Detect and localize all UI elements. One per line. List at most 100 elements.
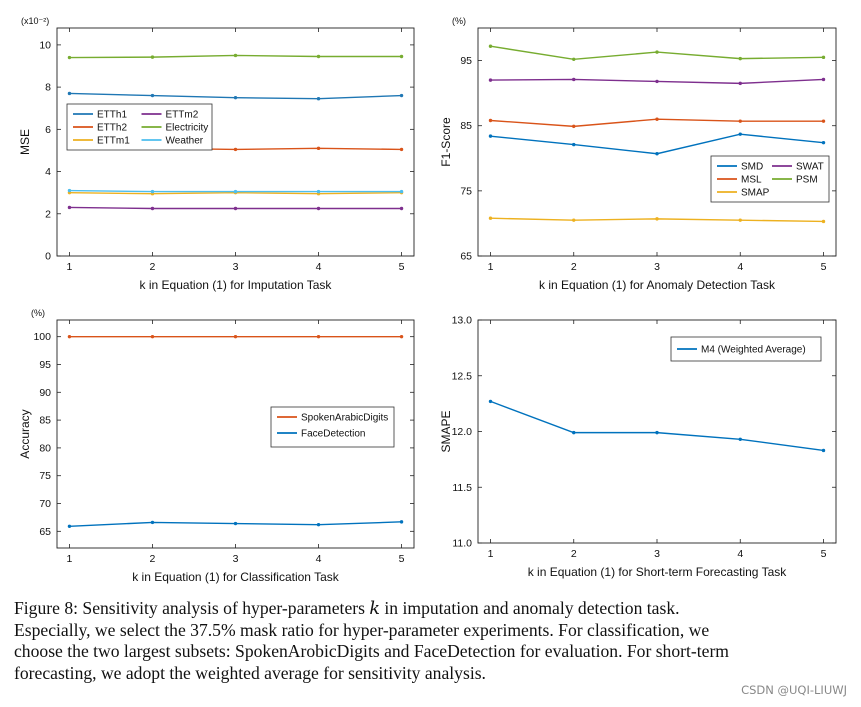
legend: M4 (Weighted Average) (670, 336, 822, 362)
legend-label-PSM: PSM (796, 175, 818, 186)
data-point-SWAT (821, 77, 826, 82)
x-tick-label: 1 (67, 261, 73, 273)
data-point-SMAP (655, 217, 659, 221)
data-point-FaceDetection (150, 520, 155, 525)
plot-frame (477, 27, 837, 257)
y-axis-label: MSE (18, 129, 32, 155)
legend-label-Electricity: Electricity (166, 123, 209, 134)
legend-label-SpokenArabicDigits: SpokenArabicDigits (301, 413, 388, 424)
x-tick-label: 3 (233, 261, 239, 273)
figure-charts: 1 2 3 4 5 0 2 4 6 8 10 (x10⁻²) k in Equation (1) for… (18, 16, 837, 584)
data-point-ETTh1 (399, 93, 404, 98)
data-point-ETTm2 (150, 206, 155, 211)
y-tick-label: 100 (33, 331, 51, 343)
chart-forecasting: 1 2 3 4 5 11.0 11.5 12.0 12.5 13.0 k in Equation (… (439, 315, 837, 579)
series-line-M4 (Weighted Average) (490, 400, 824, 452)
y-tick-label: 2 (45, 208, 51, 220)
data-point-M4 (Weighted Average) (821, 448, 826, 453)
y-tick-label: 8 (45, 82, 51, 94)
data-point-PSM (655, 50, 659, 54)
x-tick-label: 4 (737, 261, 743, 273)
legend: SpokenArabicDigits FaceDetection (270, 406, 395, 448)
data-point-SpokenArabicDigits (67, 334, 72, 339)
data-point-ETTh1 (233, 95, 238, 100)
y-tick-label: 70 (39, 498, 51, 510)
y-tick-label: 85 (39, 415, 51, 427)
data-point-SMAP (821, 219, 826, 224)
data-point-ETTh2 (233, 147, 238, 152)
x-tick-label: 4 (316, 261, 322, 273)
data-point-FaceDetection (233, 521, 238, 526)
y-tick-label: 75 (460, 185, 472, 197)
data-point-MSL (821, 119, 826, 123)
x-tick-label: 2 (150, 261, 156, 273)
y-tick-label: 65 (460, 251, 472, 263)
data-point-Electricity (399, 54, 404, 59)
y-tick-label: 80 (39, 442, 51, 454)
data-point-Electricity (316, 54, 321, 59)
data-point-SWAT (488, 78, 493, 82)
data-point-M4 (Weighted Average) (572, 430, 576, 435)
data-point-SpokenArabicDigits (150, 334, 155, 339)
legend-label-Weather: Weather (166, 136, 204, 147)
data-point-Weather (150, 189, 155, 194)
data-point-SMAP (572, 218, 576, 222)
y-tick-label: 95 (39, 359, 51, 371)
data-point-PSM (738, 56, 742, 61)
y-tick-label: 0 (45, 251, 51, 263)
data-point-FaceDetection (399, 520, 404, 524)
y-tick-label: 10 (39, 39, 51, 51)
x-tick-label: 1 (67, 553, 73, 565)
data-point-PSM (488, 44, 493, 48)
y-axis-label: F1-Score (439, 117, 453, 167)
x-tick-label: 5 (399, 261, 405, 273)
data-point-SpokenArabicDigits (399, 334, 404, 339)
legend-box (66, 103, 213, 151)
legend-label-SMAP: SMAP (741, 188, 770, 199)
y-unit-label: (%) (452, 16, 466, 26)
y-tick-label: 75 (39, 470, 51, 482)
y-tick-label: 6 (45, 124, 51, 136)
data-point-ETTm2 (316, 206, 321, 211)
data-point-MSL (738, 119, 742, 123)
data-point-MSL (655, 117, 659, 121)
y-tick-label: 11.5 (452, 482, 472, 494)
legend-label-ETTm2: ETTm2 (166, 110, 199, 121)
data-point-Weather (233, 189, 238, 194)
x-tick-label: 3 (654, 261, 660, 273)
x-tick-label: 4 (737, 548, 743, 560)
y-tick-label: 12.0 (452, 426, 473, 438)
data-point-M4 (Weighted Average) (655, 430, 659, 435)
data-point-ETTm2 (233, 206, 238, 211)
data-point-SMD (655, 152, 659, 156)
legend-label-M4 (Weighted Average): M4 (Weighted Average) (701, 345, 806, 356)
data-point-Electricity (233, 53, 238, 58)
data-point-ETTh1 (150, 93, 155, 98)
data-point-SWAT (655, 79, 659, 84)
data-point-M4 (Weighted Average) (488, 399, 493, 404)
x-tick-label: 5 (821, 548, 827, 560)
figure-caption: Figure 8: Sensitivity analysis of hyper-… (14, 598, 850, 684)
y-tick-label: 85 (460, 120, 472, 132)
legend: SMD SWAT MSL PSM SMAP (710, 155, 830, 203)
x-tick-label: 2 (150, 553, 156, 565)
legend-label-MSL: MSL (741, 175, 762, 186)
data-point-SMD (821, 140, 826, 145)
data-point-MSL (572, 124, 576, 129)
chart-anomaly: 1 2 3 4 5 65 75 85 95 (%) k in Equation (1) for An… (439, 16, 837, 292)
data-point-ETTh2 (399, 147, 404, 152)
x-tick-label: 3 (654, 548, 660, 560)
caption-line-4: forecasting, we adopt the weighted avera… (14, 662, 486, 683)
x-tick-label: 3 (233, 553, 239, 565)
legend-label-FaceDetection: FaceDetection (301, 429, 365, 440)
x-tick-label: 2 (571, 548, 577, 560)
chart-classification: 1 2 3 4 5 65 70 75 80 85 90 95 100 (%) k in Equation (… (18, 308, 415, 584)
y-tick-label: 65 (39, 526, 51, 538)
data-point-MSL (488, 118, 493, 123)
caption-line-2: Especially, we select the 37.5% mask rat… (14, 619, 710, 640)
x-axis-label: k in Equation (1) for Short-term Forecas… (528, 565, 788, 579)
legend-label-ETTm1: ETTm1 (97, 136, 130, 147)
y-tick-label: 4 (45, 166, 51, 178)
legend: ETTh1 ETTm2 ETTh2 Electricity ETTm1 Weather (66, 103, 213, 151)
data-point-SMAP (488, 216, 493, 220)
